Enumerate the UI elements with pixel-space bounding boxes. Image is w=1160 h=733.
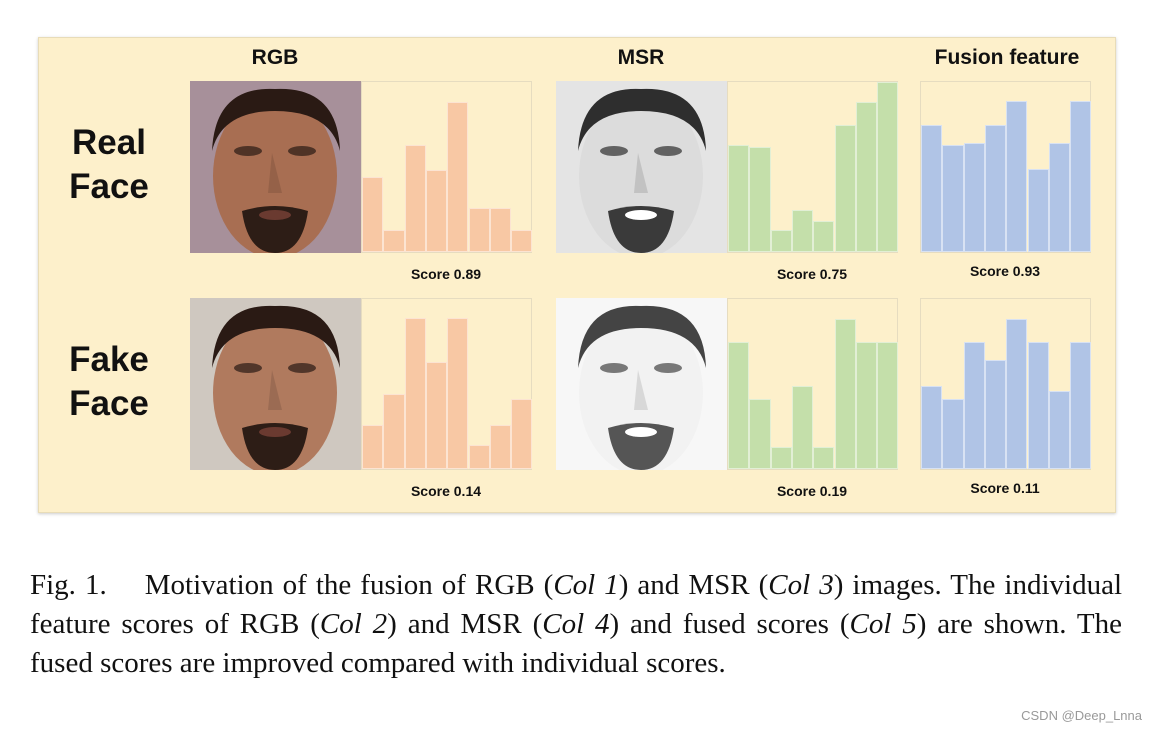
histogram-bar [728,341,750,469]
fusion-hist-chart [920,298,1092,470]
histogram-bar [813,221,835,252]
histogram-bar [1048,143,1071,252]
histogram-bar [770,229,792,252]
histogram-bar [511,229,533,252]
histogram-bar [963,341,985,469]
histogram-bar [877,82,899,252]
histogram-bar [921,124,943,252]
msr-face-image [556,81,727,253]
figure-panel: RGB MSR Fusion feature Real Face Score 0.… [38,37,1116,513]
fusion-hist-chart [920,81,1092,253]
rgb-hist-chart [361,81,533,253]
histogram-bar [855,341,878,469]
rgb-hist-chart [361,298,533,470]
msr-hist-chart [727,81,899,253]
histogram-bar [468,207,490,252]
histogram-bar [1070,100,1092,252]
histogram-bar [813,446,835,469]
column-title-msr: MSR [617,46,665,69]
histogram-bar [489,207,512,252]
histogram-bar [468,445,490,469]
column-title-rgb: RGB [251,46,299,69]
histogram-bar [511,399,533,469]
histogram-bar [749,399,771,469]
histogram-bar [963,143,985,252]
histogram-bar [984,360,1007,469]
rgb-score-label: Score 0.89 [410,266,482,282]
fusion-score-label: Score 0.11 [970,480,1040,496]
histogram-bar [984,124,1007,252]
msr-hist-chart [727,298,899,470]
histogram-bar [404,317,426,469]
histogram-bar [1048,390,1071,469]
row-label-fake: Fake Face [69,340,149,423]
histogram-bar [749,146,771,252]
watermark: CSDN @Deep_Lnna [1021,708,1142,723]
row-label-real: Real Face [69,123,149,206]
histogram-bar [855,102,878,252]
histogram-bar [791,385,814,469]
histogram-bar [1006,100,1028,252]
rgb-score-label: Score 0.14 [410,483,482,499]
histogram-bar [383,229,405,252]
column-title-fusion: Fusion feature [934,46,1080,69]
figure-caption: Fig. 1. Motivation of the fusion of RGB … [30,569,1123,679]
histogram-bar [877,341,899,469]
histogram-bar [1006,319,1028,469]
histogram-bar [942,399,964,469]
msr-score-label: Score 0.75 [776,266,848,282]
histogram-bar [791,209,814,252]
histogram-bar [425,361,448,469]
histogram-bar [383,394,405,469]
msr-score-label: Score 0.19 [776,483,848,499]
rgb-face-image [190,81,361,253]
fusion-score-label: Score 0.93 [969,263,1041,279]
histogram-bar [770,446,792,469]
histogram-bar [447,317,469,469]
histogram-bar [728,144,750,252]
histogram-bar [489,424,512,469]
histogram-bar [1027,341,1049,469]
histogram-bar [942,144,964,252]
histogram-bar [834,124,856,252]
histogram-bar [447,102,469,252]
histogram-bar [362,424,384,469]
histogram-bar [1027,168,1049,252]
histogram-bar [425,170,448,252]
msr-face-image [556,298,727,470]
histogram-bar [362,177,384,252]
histogram-bar [921,385,943,469]
histogram-bar [404,144,426,252]
rgb-face-image [190,298,361,470]
histogram-bar [834,319,856,469]
histogram-bar [1070,341,1092,469]
